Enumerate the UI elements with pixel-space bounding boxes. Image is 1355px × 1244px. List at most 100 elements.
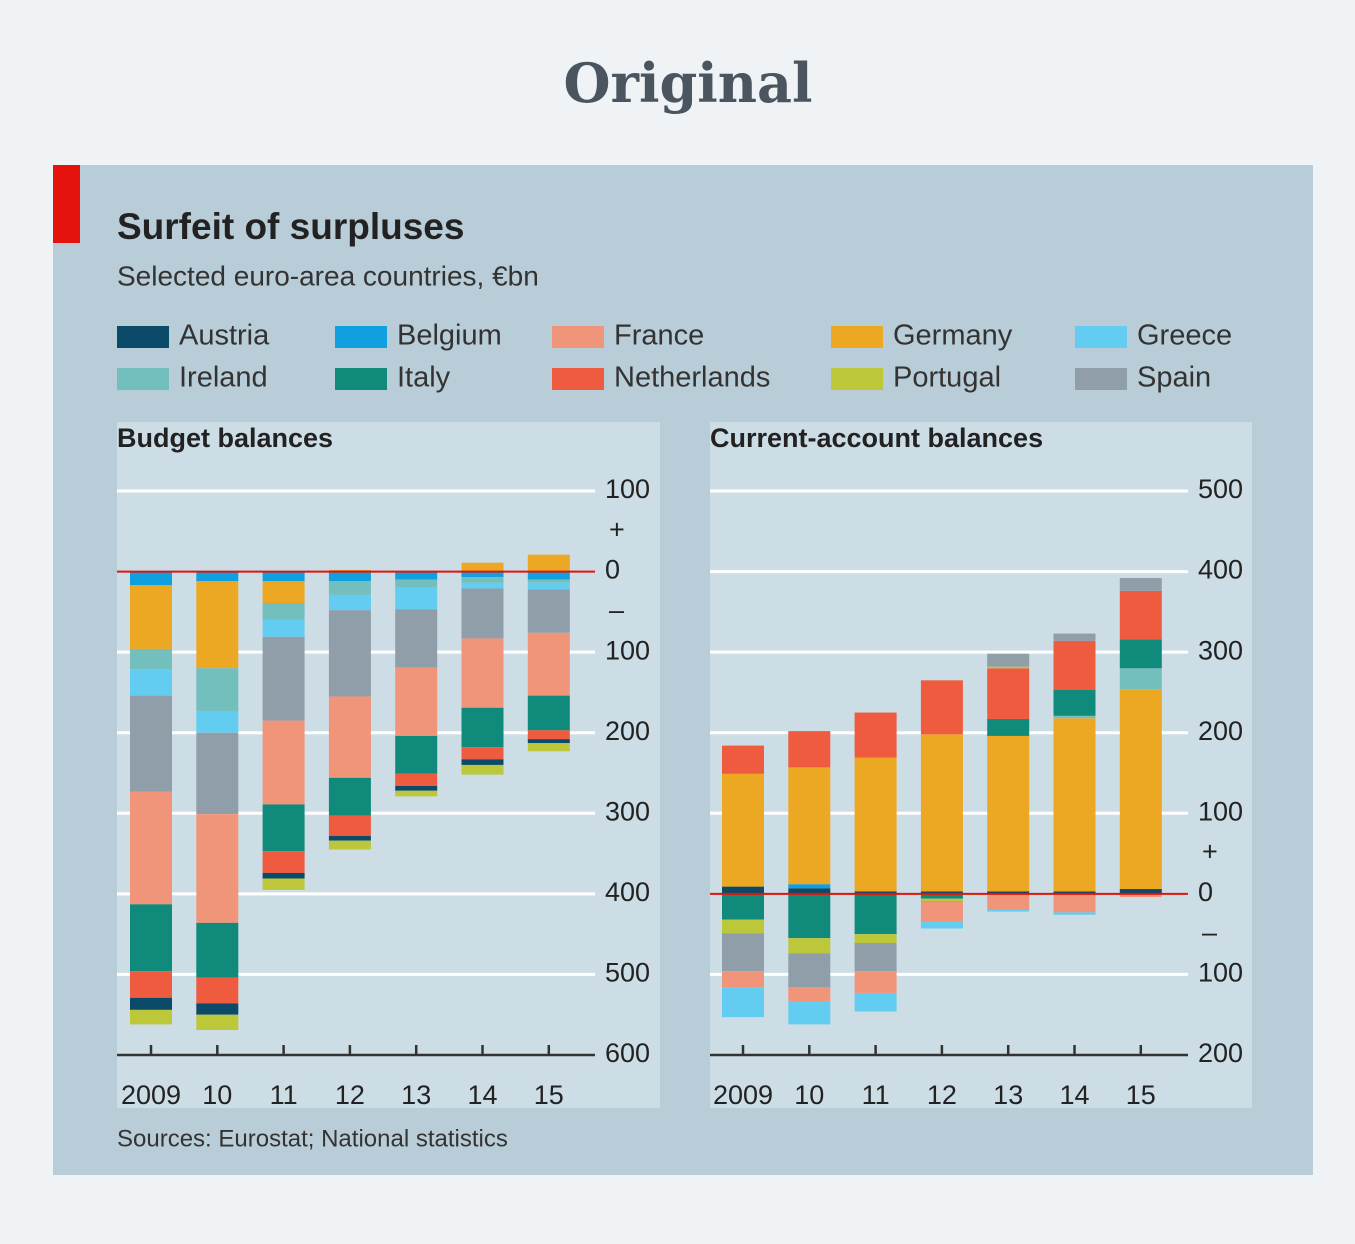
bar-segment [788,1001,831,1025]
legend-label: Austria [179,320,270,352]
bar-segment [722,773,764,887]
bar-segment [527,632,570,696]
bar-segment [196,571,239,582]
bar-segment [262,872,305,879]
bar-segment [1053,715,1096,719]
bar-segment [527,571,570,580]
bar-segment [920,898,963,902]
bar-segment [328,777,371,816]
bar-segment [196,977,239,1004]
bar-segment [196,814,239,923]
subchart-title: Current-account balances [710,423,1043,453]
bar-segment [920,901,963,923]
legend-swatch [552,326,604,348]
y-tick-label: 300 [1198,635,1243,665]
bar-segment [461,638,504,708]
y-tick-label: 400 [1198,555,1243,585]
bar-segment [788,938,831,954]
sign-label: + [609,514,625,544]
bar-segment [461,571,504,578]
bar-segment [722,933,764,972]
x-tick-label: 2009 [121,1080,181,1110]
legend-swatch [831,368,883,390]
bar-segment [262,720,305,805]
bar-segment [527,579,570,583]
bar-segment [328,835,371,841]
y-tick-label: 200 [1198,1038,1243,1068]
bar-segment [130,1009,172,1025]
legend-swatch [335,326,387,348]
bar-segment [854,971,897,993]
bar-segment [854,757,897,892]
bar-segment [527,582,570,590]
bar-segment [527,730,570,740]
bar-segment [262,636,305,721]
bar-segment [130,695,172,792]
bar-segment [1119,578,1162,591]
y-tick-label: 0 [605,555,620,585]
legend-label: Ireland [179,362,268,394]
bar-segment [987,666,1030,669]
bar-segment [130,669,172,696]
bar-segment [461,588,504,639]
bar-segment [987,735,1030,892]
x-tick-label: 14 [1059,1080,1089,1110]
bar-segment [130,571,172,586]
bar-segment [196,710,239,733]
bar-segment [262,571,305,582]
y-tick-label: 100 [1198,958,1243,988]
bar-segment [196,1014,239,1031]
x-tick-label: 15 [1126,1080,1156,1110]
bar-segment [328,696,371,778]
bar-segment [788,953,831,988]
bar-segment [461,707,504,748]
legend-swatch [1075,368,1127,390]
bar-segment [722,971,764,988]
bar-segment [920,901,963,902]
y-tick-label: 200 [605,716,650,746]
bar-segment [196,1003,239,1015]
bar-segment [328,594,371,611]
bar-segment [262,581,305,603]
x-tick-label: 11 [270,1080,298,1110]
bar-segment [130,791,172,905]
bar-segment [722,987,764,1018]
sign-label: + [1202,837,1218,867]
bar-segment [854,891,897,894]
bar-segment [196,581,239,669]
x-tick-label: 12 [927,1080,957,1110]
legend-swatch [1075,326,1127,348]
bar-segment [395,667,438,736]
bar-segment [722,893,764,920]
bar-segment [196,732,239,815]
bar-segment [262,602,305,620]
bar-segment [920,680,963,735]
bar-segment [395,773,438,786]
x-tick-label: 13 [993,1080,1023,1110]
bar-segment [854,712,897,758]
bar-segment [1053,690,1096,716]
bar-segment [461,562,504,572]
bar-segment [130,585,172,649]
bar-segment [1119,889,1162,894]
legend-label: Germany [893,320,1013,352]
bar-segment [722,919,764,934]
y-tick-label: 0 [1198,877,1213,907]
bar-segment [262,878,305,890]
bar-segment [527,739,570,744]
bar-segment [461,759,504,765]
bar-segment [920,922,963,929]
bar-segment [788,731,831,768]
y-tick-label: 100 [1198,796,1243,826]
y-tick-label: 100 [605,635,650,665]
x-tick-label: 14 [467,1080,497,1110]
bar-segment [788,767,831,885]
y-tick-label: 200 [1198,716,1243,746]
bar-segment [527,743,570,752]
bar-segment [987,653,1030,667]
bar-segment [920,734,963,892]
bar-segment [788,888,831,894]
bar-segment [854,893,897,935]
x-tick-label: 12 [335,1080,365,1110]
